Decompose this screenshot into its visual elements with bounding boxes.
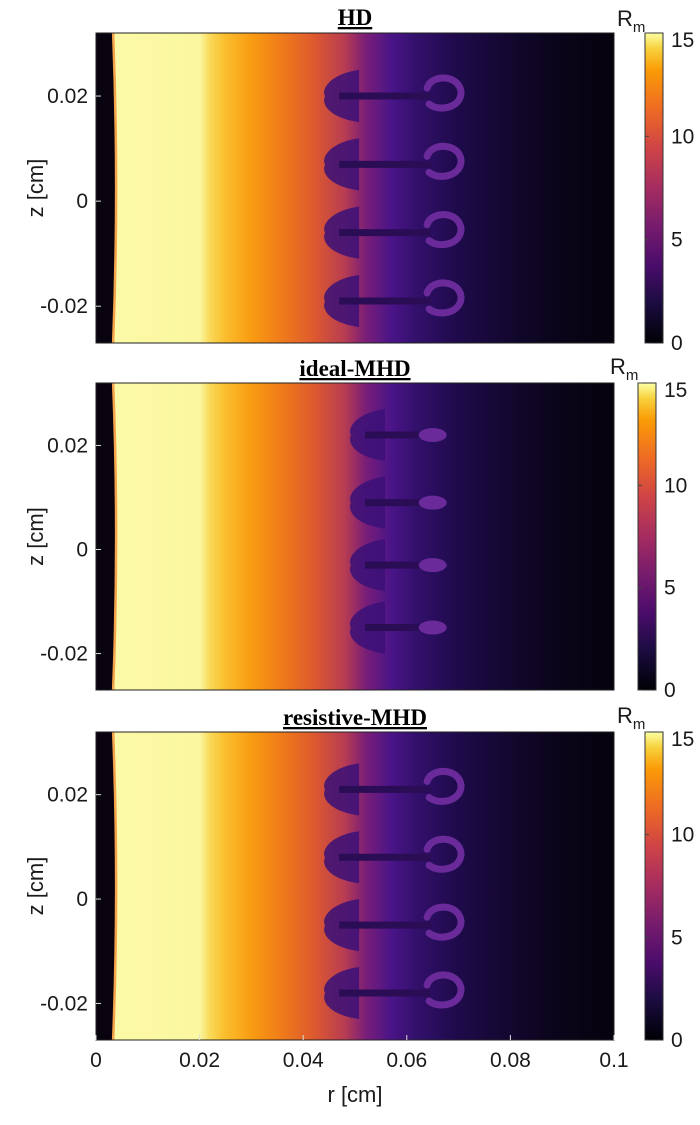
axis-void [96,383,117,690]
plot-frame [95,32,615,344]
colorbar-tick-label: 0 [664,679,676,702]
colorbar-tick-label: 10 [671,824,694,847]
axis-void [96,33,117,343]
colorbar-tick-label: 0 [671,332,683,355]
panel-1: HD -0.02 0 0.02 z [cm] 0 5 10 15 Rm [23,5,694,355]
y-tick-label: -0.02 [40,992,88,1015]
panel-title: HD [338,5,373,30]
x-tick-label: 0.08 [490,1049,531,1072]
x-tick-label: 0 [90,1049,102,1072]
panel-title: resistive-MHD [283,705,427,730]
plot-frame [95,731,615,1041]
panel-title: ideal-MHD [299,356,410,381]
colorbar-label-sub: m [633,716,646,733]
y-axis-label: z [cm] [23,507,48,566]
heatmap-field [96,33,614,343]
y-tick-label: 0.02 [47,434,88,457]
bubble [418,495,447,510]
y-tick-label: 0 [76,539,88,562]
y-tick-label: 0 [76,888,88,911]
y-axis-label: z [cm] [23,159,48,218]
heatmap-field [96,383,614,690]
colorbar-tick-label: 15 [671,728,694,751]
colorbar [644,731,664,1041]
axis-edge [111,383,118,690]
colorbar-tick-label: 15 [664,379,687,402]
colorbar-tick-label: 5 [671,229,683,252]
colorbar-label-main: R [617,703,633,728]
y-tick-label: -0.02 [40,643,88,666]
x-tick-label: 0.04 [283,1049,324,1072]
axis-edge [111,33,118,343]
bubble [423,767,465,805]
panel-2: ideal-MHD -0.02 0 0.02 z [cm] 0 5 10 15 Rm [23,354,687,702]
colorbar-tick-label: 15 [671,29,694,52]
colorbar-label-sub: m [633,19,646,36]
colorbar-tick-label: 10 [671,125,694,148]
x-tick-label: 0.1 [599,1049,628,1072]
bubble [418,428,447,443]
bubble [423,903,465,941]
panel-3: resistive-MHD -0.02 0 0.02 z [cm] 0 0.02 0.04 0.… [23,703,694,1107]
x-tick-label: 0.06 [386,1049,427,1072]
y-tick-label: -0.02 [40,295,88,318]
colorbar-label: Rm [617,6,645,36]
colorbar-label-main: R [617,6,633,31]
colorbar-tick-label: 0 [671,1029,683,1052]
colorbar [644,32,664,344]
colorbar-tick-label: 5 [664,577,676,600]
y-axis-label: z [cm] [23,857,48,916]
y-tick-label: 0 [76,190,88,213]
colorbar-label: Rm [610,354,638,384]
bubble [423,279,465,317]
colorbar [637,382,657,691]
colorbar-label: Rm [617,703,645,733]
y-tick-label: 0.02 [47,85,88,108]
axis-edge [111,732,118,1040]
bubble [423,971,465,1009]
bubble [423,835,465,873]
colorbar-label-main: R [610,354,626,379]
heatmap-field [96,732,614,1040]
colorbar-tick-label: 5 [671,926,683,949]
bubble [423,211,465,249]
bubble [418,620,447,635]
axis-void [96,732,117,1040]
y-tick-label: 0.02 [47,784,88,807]
bubble [423,74,465,112]
x-axis-label: r [cm] [328,1082,383,1107]
plot-frame [95,382,615,691]
bubble [423,142,465,180]
x-tick-label: 0.02 [179,1049,220,1072]
bubble [418,558,447,573]
colorbar-tick-label: 10 [664,474,687,497]
colorbar-label-sub: m [626,367,639,384]
